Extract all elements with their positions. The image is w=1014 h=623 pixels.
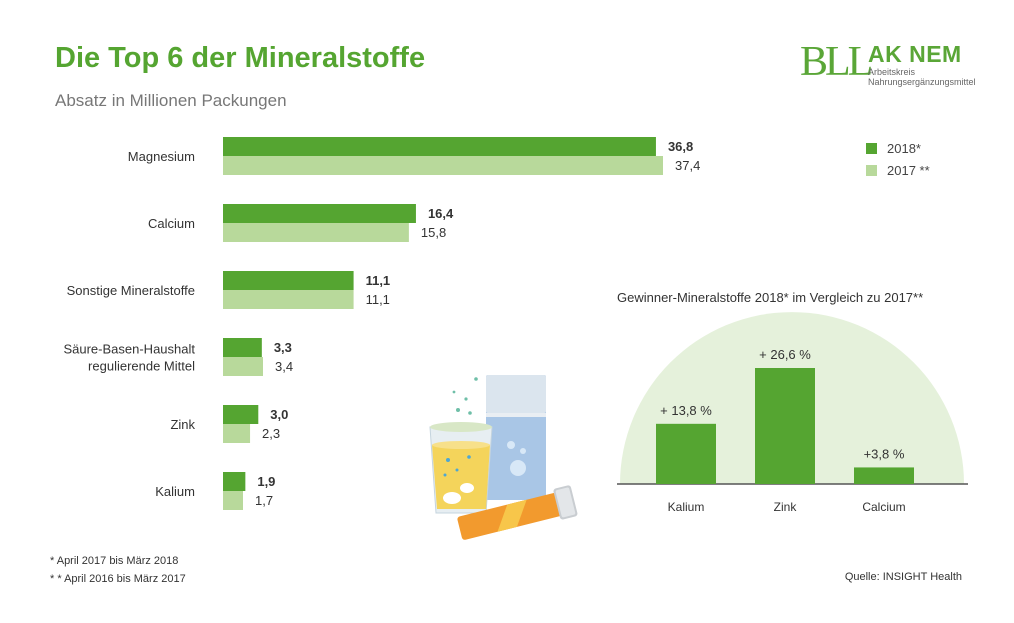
inset-bar	[755, 368, 815, 484]
chart-legend: 2018* 2017 **	[866, 137, 930, 181]
legend-item-2018: 2018*	[866, 137, 930, 159]
value-label: 15,8	[421, 225, 446, 240]
value-label: 3,3	[274, 340, 292, 355]
value-label: 16,4	[428, 206, 454, 221]
value-label: 1,9	[257, 474, 275, 489]
bar-2017	[223, 424, 251, 443]
bar-2017	[223, 290, 354, 309]
category-label: Säure-Basen-Haushalt	[63, 342, 195, 357]
category-label: Sonstige Mineralstoffe	[67, 283, 195, 298]
inset-value-label: +3,8 %	[864, 446, 905, 461]
inset-value-label: + 26,6 %	[759, 347, 811, 362]
value-label: 1,7	[255, 493, 273, 508]
bar-2018	[223, 204, 416, 223]
logo-subtitle-line1: Arbeitskreis	[868, 67, 916, 77]
bar-2018	[223, 405, 259, 424]
legend-label-2017: 2017 **	[887, 162, 930, 178]
inset-bar	[656, 423, 716, 484]
category-label: Kalium	[155, 484, 195, 499]
inset-value-label: + 13,8 %	[660, 403, 712, 418]
value-label: 36,8	[668, 139, 693, 154]
legend-swatch-2017	[866, 164, 877, 176]
category-label: Calcium	[148, 216, 195, 231]
value-label: 3,0	[270, 407, 288, 422]
page-title: Die Top 6 der Mineralstoffe	[55, 42, 426, 74]
bar-2017	[223, 223, 409, 242]
inset-chart-title: Gewinner-Mineralstoffe 2018* im Vergleic…	[617, 290, 924, 305]
inset-category-label: Zink	[774, 500, 798, 514]
category-label: regulierende Mittel	[88, 359, 195, 374]
bll-ak-nem-logo: BLL AK NEM Arbeitskreis Nahrungsergänzun…	[800, 39, 976, 90]
value-label: 37,4	[675, 158, 700, 173]
glass-icon	[429, 422, 493, 514]
category-label: Zink	[170, 417, 195, 432]
bar-2018	[223, 338, 262, 357]
inset-category-label: Kalium	[668, 500, 705, 514]
category-label: Magnesium	[128, 149, 195, 164]
inset-category-label: Calcium	[862, 500, 905, 514]
bar-2018	[223, 271, 354, 290]
legend-item-2017: 2017 **	[866, 159, 930, 181]
mineral-drink-illustration	[429, 375, 578, 540]
value-label: 11,1	[366, 292, 390, 307]
logo-subtitle-line2: Nahrungsergänzungsmittel	[868, 77, 976, 87]
logo-ak-nem-text: AK NEM	[868, 41, 962, 67]
footnote-2017: * * April 2016 bis März 2017	[50, 573, 186, 585]
legend-label-2018: 2018*	[887, 140, 921, 156]
value-label: 3,4	[275, 359, 293, 374]
bar-2018	[223, 472, 246, 491]
bar-2017	[223, 156, 663, 175]
bar-2017	[223, 357, 263, 376]
effervescent-tube-icon	[457, 485, 578, 540]
inset-bar	[854, 467, 914, 484]
logo-bll-text: BLL	[800, 39, 873, 85]
legend-swatch-2018	[866, 142, 877, 154]
value-label: 2,3	[262, 426, 280, 441]
footnote-2018: * April 2017 bis März 2018	[50, 555, 179, 567]
bar-2017	[223, 491, 243, 510]
page-subtitle: Absatz in Millionen Packungen	[55, 91, 287, 110]
bar-2018	[223, 137, 656, 156]
source-note: Quelle: INSIGHT Health	[844, 571, 962, 583]
value-label: 11,1	[366, 273, 391, 288]
